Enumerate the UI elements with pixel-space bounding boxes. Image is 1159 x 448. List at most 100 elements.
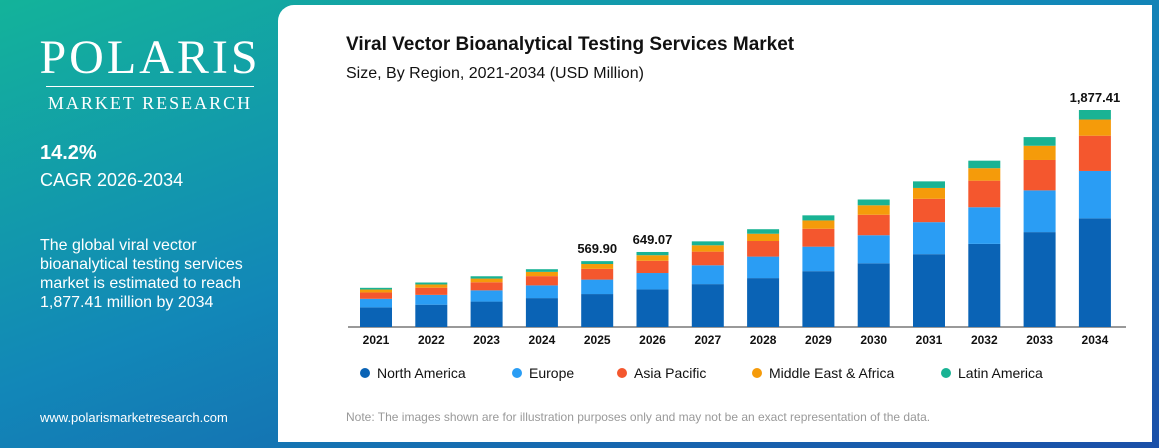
- legend-marker: [752, 368, 762, 378]
- bar-segment: [1078, 170, 1111, 219]
- bar-segment: [913, 181, 945, 188]
- bar-segment: [360, 298, 392, 308]
- bar-segment: [525, 269, 558, 272]
- legend-marker: [512, 368, 522, 378]
- bar-segment: [802, 215, 835, 221]
- chart-subtitle: Size, By Region, 2021-2034 (USD Million): [346, 65, 644, 82]
- total-label: 1,877.41: [1070, 90, 1121, 105]
- bar-segment: [691, 241, 724, 246]
- bar-segment: [802, 228, 835, 247]
- sidebar: POLARIS MARKET RESEARCH 14.2% CAGR 2026-…: [0, 0, 278, 448]
- bar-segment: [1078, 218, 1111, 327]
- cagr-label: CAGR 2026-2034: [40, 170, 184, 190]
- bar-segment: [747, 256, 780, 279]
- bar-segment: [691, 245, 724, 252]
- bar-segment: [581, 268, 614, 280]
- bar-segment: [857, 199, 890, 206]
- bar-segment: [802, 220, 835, 229]
- bar-segment: [1023, 232, 1056, 327]
- bar-segment: [968, 168, 1001, 181]
- bar-segment: [470, 282, 503, 291]
- bar-segment: [525, 271, 558, 277]
- bar-segment: [525, 285, 558, 299]
- bar-segment: [1023, 159, 1056, 191]
- website: www.polarismarketresearch.com: [40, 410, 228, 425]
- legend-label: Asia Pacific: [634, 365, 706, 381]
- brand-name: POLARIS: [39, 31, 261, 84]
- note: Note: The images shown are for illustrat…: [346, 410, 930, 424]
- bar-segment: [636, 255, 669, 261]
- bar-segment: [747, 278, 780, 327]
- bar-segment: [968, 207, 1001, 244]
- bar-segment: [360, 292, 392, 299]
- bar-segment: [747, 241, 780, 257]
- x-tick-label: 2032: [971, 333, 998, 347]
- bar-segment: [636, 289, 669, 327]
- bar-segment: [747, 229, 780, 234]
- bar-segment: [913, 222, 945, 255]
- bar-segment: [913, 187, 945, 199]
- bar-segment: [415, 287, 448, 295]
- bar-segment: [913, 198, 945, 223]
- brand-tagline: MARKET RESEARCH: [47, 93, 253, 113]
- bar-segment: [913, 254, 945, 327]
- total-label: 649.07: [633, 232, 673, 247]
- bar-segment: [857, 205, 890, 215]
- bar-segment: [525, 276, 558, 286]
- bar-segment: [636, 260, 669, 274]
- bar-segment: [636, 273, 669, 290]
- bar-segment: [968, 160, 1001, 169]
- bar-segment: [470, 278, 503, 283]
- legend-label: Latin America: [958, 365, 1043, 381]
- x-tick-label: 2028: [750, 333, 777, 347]
- legend-marker: [617, 368, 627, 378]
- x-tick-label: 2021: [363, 333, 390, 347]
- bar-segment: [360, 287, 392, 290]
- bar-segment: [1023, 145, 1056, 160]
- x-tick-label: 2029: [805, 333, 832, 347]
- x-tick-label: 2034: [1082, 333, 1109, 347]
- bar-segment: [360, 289, 392, 293]
- bar-segment: [581, 279, 614, 295]
- bar-segment: [581, 261, 614, 265]
- bar-segment: [968, 243, 1001, 327]
- bar-segment: [747, 233, 780, 242]
- chart-card: [278, 5, 1152, 442]
- bar-segment: [360, 307, 392, 327]
- brand-rule: [46, 86, 254, 87]
- x-tick-label: 2023: [473, 333, 500, 347]
- legend-marker: [360, 368, 370, 378]
- bar-segment: [415, 294, 448, 305]
- legend-label: North America: [377, 365, 466, 381]
- legend-label: Middle East & Africa: [769, 365, 894, 381]
- cagr-value: 14.2%: [40, 142, 97, 164]
- bar-segment: [1023, 190, 1056, 233]
- bar-segment: [470, 290, 503, 302]
- bar-segment: [1078, 135, 1111, 171]
- legend-label: Europe: [529, 365, 574, 381]
- bar-segment: [525, 298, 558, 327]
- bar-segment: [1078, 119, 1111, 136]
- bar-segment: [691, 251, 724, 266]
- bar-segment: [857, 214, 890, 236]
- bar-segment: [636, 251, 669, 256]
- bar-segment: [581, 294, 614, 327]
- bar-segment: [1023, 137, 1056, 146]
- bar-segment: [968, 180, 1001, 208]
- x-tick-label: 2022: [418, 333, 445, 347]
- bar-segment: [857, 235, 890, 264]
- x-tick-label: 2024: [529, 333, 556, 347]
- bar-segment: [802, 271, 835, 327]
- bar-segment: [415, 304, 448, 327]
- bar-segment: [802, 246, 835, 272]
- bar-segment: [691, 265, 724, 285]
- bar-segment: [691, 284, 724, 327]
- bar-segment: [581, 264, 614, 269]
- legend-marker: [941, 368, 951, 378]
- bar-segment: [470, 276, 503, 279]
- x-tick-label: 2031: [916, 333, 943, 347]
- x-tick-label: 2025: [584, 333, 611, 347]
- total-label: 569.90: [577, 241, 617, 256]
